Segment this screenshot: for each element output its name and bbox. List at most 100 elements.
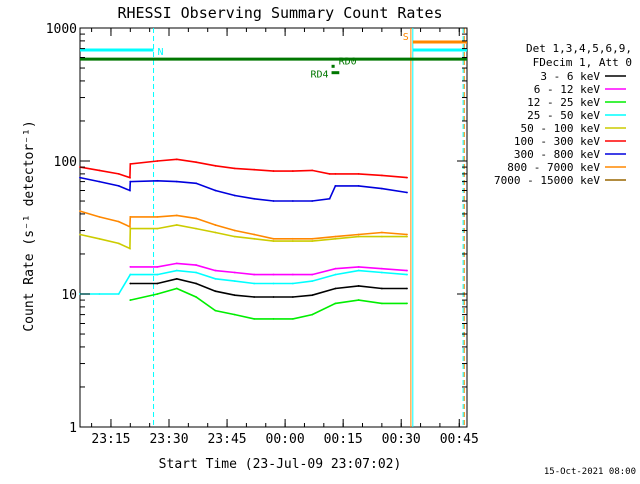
series-point xyxy=(291,282,294,285)
series-point xyxy=(156,227,159,230)
series-point xyxy=(253,296,256,298)
series-point xyxy=(311,237,314,240)
series-line xyxy=(79,224,407,250)
x-tick-label: 00:45 xyxy=(440,432,479,447)
series-point xyxy=(214,269,217,272)
timestamp-label: 15-Oct-2021 08:00 xyxy=(544,467,636,477)
series-point xyxy=(129,176,131,179)
series-point xyxy=(357,172,360,175)
flag-label: S xyxy=(403,32,409,43)
series-point xyxy=(406,233,408,236)
series-point xyxy=(380,267,383,270)
series-point xyxy=(214,277,217,280)
series-point xyxy=(406,287,408,290)
series-point xyxy=(233,167,236,170)
series-point xyxy=(195,296,198,298)
series-point xyxy=(156,273,159,276)
series-point xyxy=(129,180,132,183)
series-point xyxy=(406,302,408,305)
series-point xyxy=(253,282,256,285)
series-point xyxy=(233,313,236,316)
x-axis: 23:15 23:30 23:45 00:00 00:15 00:30 00:45 xyxy=(91,28,479,447)
series-point xyxy=(311,313,314,316)
series-line xyxy=(79,210,408,240)
series-point xyxy=(156,293,159,295)
series-point xyxy=(79,233,81,236)
series-point xyxy=(334,273,337,276)
series-point xyxy=(117,293,120,295)
series-point xyxy=(334,184,337,187)
flag-label: N xyxy=(158,47,164,58)
series-point xyxy=(311,240,314,242)
series-point xyxy=(129,265,132,268)
series-point xyxy=(406,273,408,276)
series-point xyxy=(311,280,314,283)
series-point xyxy=(253,197,256,200)
series-point xyxy=(406,176,408,179)
series-point xyxy=(334,302,337,305)
series-point xyxy=(272,200,275,202)
series-point xyxy=(175,269,178,272)
series-point xyxy=(291,296,294,298)
series-point xyxy=(334,237,337,240)
series-point xyxy=(129,189,131,192)
series-point xyxy=(291,317,294,320)
flag-label: RD4 xyxy=(310,70,328,81)
legend: Det 1,3,4,5,6,9,FDecim 1, Att 03 - 6 keV… xyxy=(494,42,632,187)
series-point xyxy=(156,215,159,218)
series-point xyxy=(380,287,383,290)
series-point xyxy=(98,169,101,172)
series-point xyxy=(406,191,408,194)
series-point xyxy=(79,210,81,213)
series-point xyxy=(98,293,101,295)
series-point xyxy=(253,273,256,276)
series-point xyxy=(272,296,275,298)
series-layer xyxy=(79,158,408,320)
series-point xyxy=(98,215,101,218)
series-point xyxy=(195,227,198,230)
legend-label: 100 - 300 keV xyxy=(514,135,600,148)
series-point xyxy=(98,180,101,183)
series-point xyxy=(291,237,294,240)
series-point xyxy=(311,200,314,202)
y-tick-label: 10 xyxy=(61,288,77,303)
series-point xyxy=(357,265,360,268)
series-point xyxy=(98,237,101,240)
series-point xyxy=(253,168,256,171)
series-point xyxy=(311,273,314,276)
y-axis-title: Count Rate (s⁻¹ detector⁻¹) xyxy=(22,120,37,331)
series-point xyxy=(291,240,294,242)
series-point xyxy=(272,282,275,285)
series-point xyxy=(406,235,408,238)
series-point xyxy=(272,240,275,242)
series-point xyxy=(129,163,132,165)
legend-label: 12 - 25 keV xyxy=(527,96,600,109)
series-point xyxy=(380,231,383,234)
series-point xyxy=(357,299,360,301)
x-tick-label: 23:30 xyxy=(149,432,188,447)
series-point xyxy=(129,225,131,228)
x-tick-label: 00:30 xyxy=(382,432,421,447)
series-point xyxy=(129,273,132,276)
series-point xyxy=(380,187,383,190)
x-tick-label: 23:45 xyxy=(207,432,246,447)
series-point xyxy=(328,172,331,175)
series-line xyxy=(79,158,408,179)
series-point xyxy=(380,174,383,177)
series-point xyxy=(311,169,314,172)
series-point xyxy=(175,262,178,265)
series-point xyxy=(233,271,236,274)
series-point xyxy=(79,176,81,179)
series-point xyxy=(195,264,198,266)
series-point xyxy=(357,184,360,187)
y-tick-label: 1000 xyxy=(46,22,77,37)
series-point xyxy=(214,290,217,293)
series-point xyxy=(175,224,178,226)
chart-title: RHESSI Observing Summary Count Rates xyxy=(117,4,442,22)
series-point xyxy=(272,317,275,320)
series-point xyxy=(175,180,178,183)
legend-label: 50 - 100 keV xyxy=(521,122,601,135)
series-line xyxy=(79,176,408,202)
legend-header: FDecim 1, Att 0 xyxy=(533,56,632,69)
